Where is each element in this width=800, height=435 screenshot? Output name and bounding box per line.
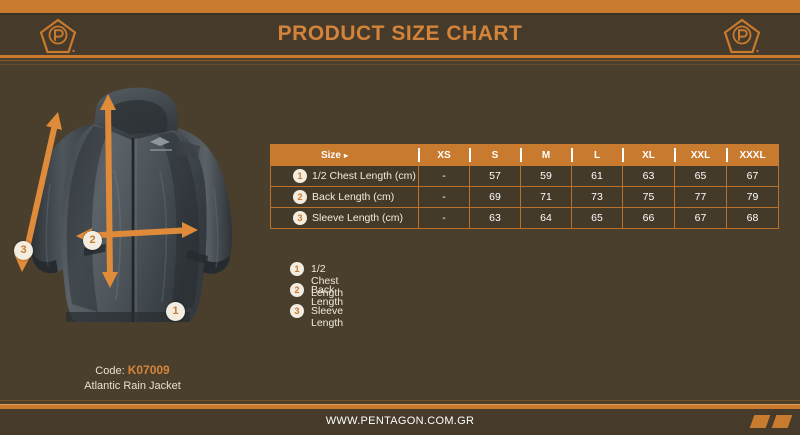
- jacket-marker-3: 3: [14, 241, 33, 260]
- legend-label-sleeve: Sleeve Length: [311, 305, 344, 329]
- legend-badge-2: 2: [290, 283, 304, 297]
- product-code-label: Code:: [95, 365, 125, 377]
- product-code: Code: K07009: [0, 363, 265, 377]
- size-arrow-icon: ▸: [343, 150, 348, 160]
- cell-sleeve-xxl: 67: [674, 207, 727, 229]
- size-table-header-row: Size ▸ XS S M L XL XXL XXXL: [270, 144, 779, 166]
- cell-sleeve-s: 63: [469, 207, 521, 229]
- column-header-s: S: [469, 144, 521, 166]
- row-label-chest: 1 1/2 Chest Length (cm): [270, 165, 419, 187]
- table-row: 2 Back Length (cm) - 69 71 73 75 77 79: [270, 186, 779, 208]
- pentagon-logo-icon: [722, 17, 762, 55]
- cell-back-m: 71: [520, 186, 572, 208]
- cell-sleeve-xxxl: 68: [726, 207, 779, 229]
- column-header-xl: XL: [622, 144, 675, 166]
- column-header-size: Size ▸: [270, 144, 419, 166]
- size-table: Size ▸ XS S M L XL XXL XXXL 1 1/2 Chest L…: [270, 144, 779, 229]
- size-table-container: Size ▸ XS S M L XL XXL XXXL 1 1/2 Chest L…: [270, 144, 779, 229]
- cell-back-xxl: 77: [674, 186, 727, 208]
- header-divider-primary: [0, 55, 800, 58]
- column-header-xxxl: XXXL: [726, 144, 779, 166]
- cell-back-xl: 75: [622, 186, 675, 208]
- cell-sleeve-m: 64: [520, 207, 572, 229]
- legend-label-chest: 1/2 Chest Length: [311, 263, 344, 299]
- column-header-l: L: [571, 144, 623, 166]
- page-title: PRODUCT SIZE CHART: [277, 22, 523, 45]
- footer-divider-accent: [0, 404, 800, 409]
- column-header-xs: XS: [418, 144, 470, 166]
- cell-sleeve-l: 65: [571, 207, 623, 229]
- cell-back-l: 73: [571, 186, 623, 208]
- legend-badge-1: 1: [290, 262, 304, 276]
- footer-band: [0, 409, 800, 435]
- row-badge-1: 1: [293, 169, 307, 183]
- cell-chest-m: 59: [520, 165, 572, 187]
- column-header-size-text: Size: [320, 149, 341, 161]
- product-name: Atlantic Rain Jacket: [84, 380, 181, 392]
- header-band: [0, 15, 800, 55]
- header-top-accent-bar: [0, 0, 800, 15]
- cell-chest-xxxl: 67: [726, 165, 779, 187]
- jacket-photo: [14, 87, 232, 322]
- size-table-head: Size ▸ XS S M L XL XXL XXXL: [270, 144, 779, 166]
- pentagon-logo-icon: [38, 17, 78, 55]
- row-label-back: 2 Back Length (cm): [270, 186, 419, 208]
- cell-chest-l: 61: [571, 165, 623, 187]
- row-badge-2: 2: [293, 190, 307, 204]
- cell-back-xs: -: [418, 186, 470, 208]
- back-length-measure-arrow: [100, 94, 118, 288]
- cell-back-xxxl: 79: [726, 186, 779, 208]
- header-divider-tertiary: [0, 64, 800, 65]
- jacket-marker-2: 2: [83, 231, 102, 250]
- cell-back-s: 69: [469, 186, 521, 208]
- cell-chest-xxl: 65: [674, 165, 727, 187]
- cell-chest-xs: -: [418, 165, 470, 187]
- cell-sleeve-xl: 66: [622, 207, 675, 229]
- row-label-sleeve-text: Sleeve Length (cm): [312, 212, 404, 224]
- cell-sleeve-xs: -: [418, 207, 470, 229]
- footer-website-url[interactable]: WWW.PENTAGON.COM.GR: [325, 415, 475, 427]
- size-table-body: 1 1/2 Chest Length (cm) - 57 59 61 63 65…: [270, 165, 779, 229]
- product-code-value: K07009: [127, 363, 170, 377]
- row-label-sleeve: 3 Sleeve Length (cm): [270, 207, 419, 229]
- row-badge-3: 3: [293, 211, 307, 225]
- legend-label-back: Back Length: [311, 284, 344, 308]
- cell-chest-xl: 63: [622, 165, 675, 187]
- row-label-chest-text: 1/2 Chest Length (cm): [312, 170, 416, 182]
- cell-chest-s: 57: [469, 165, 521, 187]
- row-label-back-text: Back Length (cm): [312, 191, 395, 203]
- column-header-xxl: XXL: [674, 144, 727, 166]
- product-image-panel: 1 2 3: [0, 70, 265, 370]
- header-divider-secondary: [0, 60, 800, 61]
- table-row: 3 Sleeve Length (cm) - 63 64 65 66 67 68: [270, 207, 779, 229]
- legend-badge-3: 3: [290, 304, 304, 318]
- jacket-marker-1: 1: [166, 302, 185, 321]
- footer-divider-thin: [0, 400, 800, 401]
- column-header-m: M: [520, 144, 572, 166]
- table-row: 1 1/2 Chest Length (cm) - 57 59 61 63 65…: [270, 165, 779, 187]
